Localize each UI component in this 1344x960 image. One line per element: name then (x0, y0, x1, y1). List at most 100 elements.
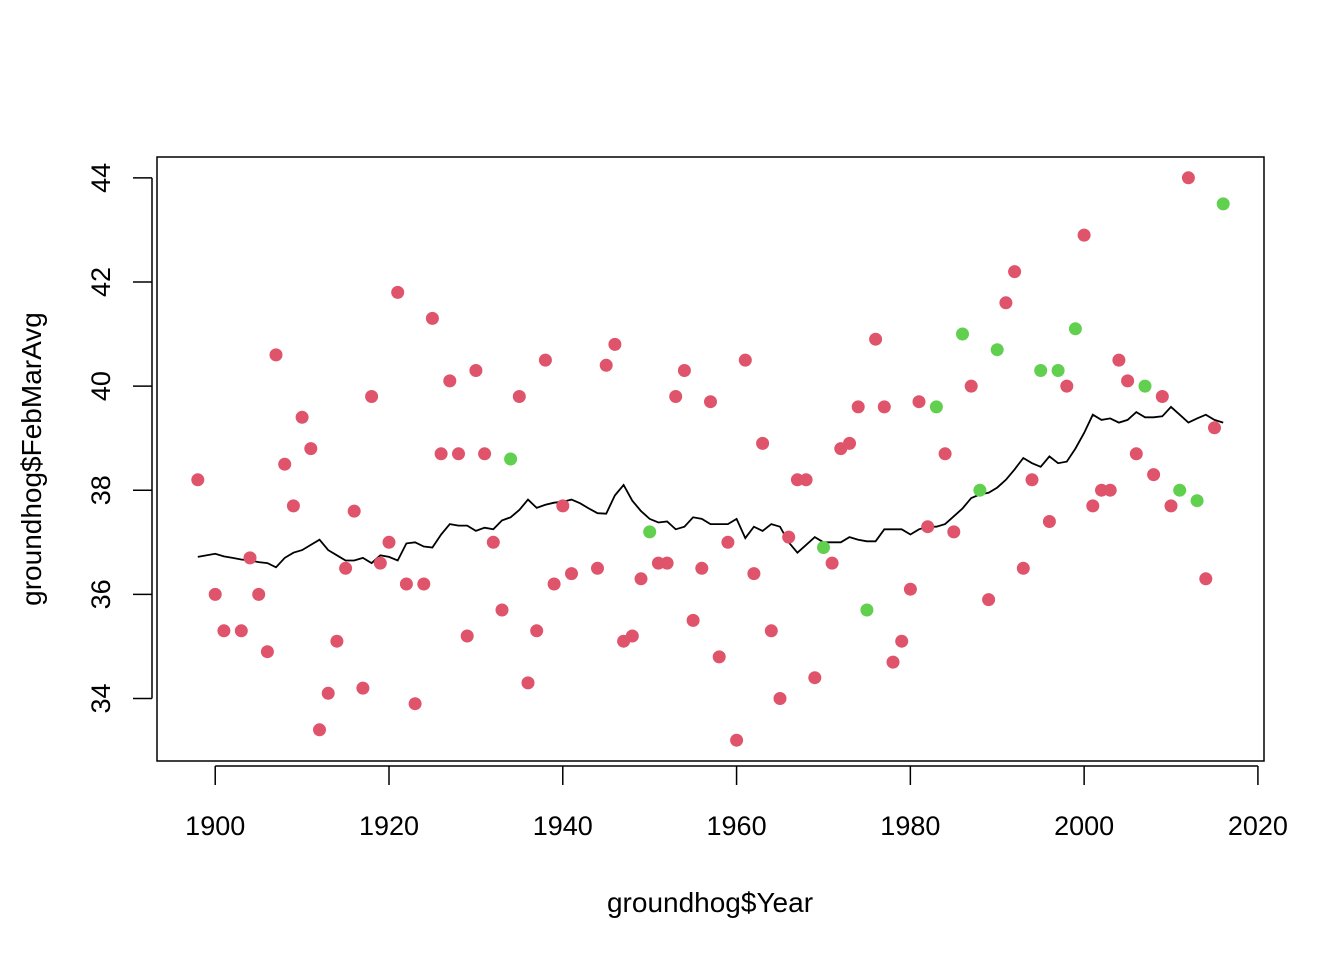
y-tick-label: 36 (86, 579, 116, 609)
data-point (1034, 364, 1048, 377)
data-point (1077, 228, 1091, 242)
data-point (1068, 322, 1082, 336)
data-point (504, 452, 518, 466)
data-point (295, 410, 309, 424)
data-point (756, 436, 770, 450)
data-point (860, 603, 874, 617)
data-point (382, 535, 396, 549)
data-point (486, 535, 500, 549)
data-point (869, 332, 883, 346)
data-point (677, 364, 691, 377)
data-point (330, 634, 344, 648)
data-point (964, 379, 978, 393)
x-tick-label: 1920 (359, 811, 419, 841)
data-point (1190, 494, 1204, 508)
data-point (921, 520, 935, 534)
data-point (747, 567, 761, 581)
data-point (886, 655, 900, 669)
data-point (321, 686, 335, 700)
data-point (686, 613, 700, 627)
data-point (1147, 468, 1161, 482)
y-tick-label: 38 (86, 475, 116, 505)
data-point (912, 395, 926, 409)
data-point (1025, 473, 1039, 487)
data-point (1060, 379, 1074, 393)
data-point (1216, 197, 1230, 211)
data-point (391, 285, 405, 299)
data-point (851, 400, 865, 414)
data-point (356, 681, 370, 695)
x-axis: 1900 1920 1940 1960 1980 2000 2020 (185, 765, 1288, 841)
data-point (234, 624, 248, 638)
data-point (1103, 483, 1117, 497)
data-point (599, 358, 613, 372)
data-point (443, 374, 457, 388)
data-point (643, 525, 657, 539)
data-point (208, 587, 222, 601)
data-point (1121, 374, 1135, 388)
x-axis-title: groundhog$Year (607, 887, 813, 918)
data-point (1129, 447, 1143, 461)
y-axis: 34 36 38 40 42 44 (86, 163, 153, 714)
x-tick-label: 1940 (533, 811, 593, 841)
data-point (1164, 499, 1178, 513)
x-tick-label: 1900 (185, 811, 245, 841)
data-point (425, 311, 439, 325)
data-point (990, 343, 1004, 357)
plot-frame (156, 156, 1265, 762)
x-tick-label: 2020 (1228, 811, 1288, 841)
data-point (704, 395, 717, 409)
data-point (634, 572, 648, 586)
data-point (521, 676, 535, 690)
data-point (469, 364, 483, 377)
data-point (547, 577, 561, 591)
data-point (460, 629, 474, 643)
data-point (1112, 353, 1126, 367)
data-point (408, 697, 422, 711)
data-point (365, 390, 379, 403)
data-point (495, 603, 509, 617)
x-tick-label: 2000 (1054, 811, 1114, 841)
y-tick-label: 42 (86, 267, 116, 297)
data-point (895, 634, 909, 648)
data-point (608, 337, 622, 351)
data-point (808, 671, 822, 685)
data-point (982, 593, 996, 607)
data-point (1086, 499, 1100, 513)
data-point (217, 624, 231, 638)
data-point (1008, 265, 1022, 279)
x-tick-label: 1980 (880, 811, 940, 841)
data-point (286, 499, 300, 513)
data-point (695, 561, 709, 575)
data-point (956, 327, 969, 341)
y-axis-title: groundhog$FebMarAvg (16, 312, 47, 606)
data-point (1208, 421, 1221, 435)
data-point (1155, 390, 1169, 403)
y-tick-label: 34 (86, 683, 116, 713)
y-tick-label: 44 (86, 163, 116, 193)
data-point (1042, 515, 1056, 528)
moving-average-line (197, 405, 1224, 569)
data-point (999, 296, 1013, 310)
data-point (417, 577, 431, 591)
data-point (782, 530, 796, 544)
data-point (825, 556, 839, 570)
data-point (1138, 379, 1152, 393)
data-point (903, 582, 917, 596)
data-point (947, 525, 961, 539)
data-point (773, 692, 787, 705)
data-point (1181, 171, 1195, 185)
data-point (530, 624, 544, 638)
data-point (929, 400, 943, 414)
data-point (764, 624, 778, 638)
data-point (313, 723, 326, 737)
y-tick-label: 40 (86, 371, 116, 401)
data-point (260, 645, 274, 659)
data-point (512, 390, 526, 403)
data-point (1051, 364, 1065, 377)
data-point (843, 436, 856, 450)
data-point (660, 556, 674, 570)
data-point (625, 629, 639, 643)
